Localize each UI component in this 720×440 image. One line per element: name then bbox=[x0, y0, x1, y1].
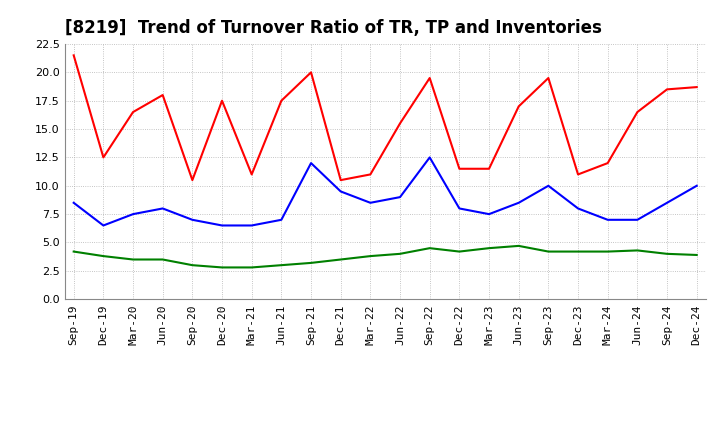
Trade Payables bbox=[633, 217, 642, 223]
Inventories bbox=[426, 246, 434, 251]
Trade Receivables bbox=[69, 53, 78, 58]
Trade Payables bbox=[248, 223, 256, 228]
Trade Payables bbox=[307, 161, 315, 166]
Inventories bbox=[544, 249, 553, 254]
Trade Payables bbox=[693, 183, 701, 188]
Trade Receivables bbox=[129, 110, 138, 115]
Trade Payables bbox=[366, 200, 374, 205]
Inventories bbox=[277, 263, 286, 268]
Inventories bbox=[693, 252, 701, 257]
Trade Receivables bbox=[485, 166, 493, 172]
Trade Receivables bbox=[633, 110, 642, 115]
Inventories bbox=[396, 251, 405, 257]
Trade Payables bbox=[574, 206, 582, 211]
Trade Receivables bbox=[396, 121, 405, 126]
Trade Receivables bbox=[574, 172, 582, 177]
Line: Trade Payables: Trade Payables bbox=[73, 158, 697, 225]
Trade Receivables bbox=[693, 84, 701, 90]
Trade Receivables bbox=[514, 104, 523, 109]
Trade Payables bbox=[426, 155, 434, 160]
Line: Inventories: Inventories bbox=[73, 246, 697, 268]
Trade Payables bbox=[336, 189, 345, 194]
Inventories bbox=[99, 253, 108, 259]
Trade Receivables bbox=[188, 177, 197, 183]
Inventories bbox=[662, 251, 671, 257]
Inventories bbox=[366, 253, 374, 259]
Trade Payables bbox=[99, 223, 108, 228]
Inventories bbox=[69, 249, 78, 254]
Trade Payables bbox=[69, 200, 78, 205]
Trade Payables bbox=[158, 206, 167, 211]
Inventories bbox=[514, 243, 523, 249]
Trade Payables bbox=[485, 212, 493, 217]
Trade Payables bbox=[662, 200, 671, 205]
Inventories bbox=[603, 249, 612, 254]
Trade Receivables bbox=[544, 75, 553, 81]
Trade Payables bbox=[603, 217, 612, 223]
Trade Payables bbox=[277, 217, 286, 223]
Trade Receivables bbox=[158, 92, 167, 98]
Trade Receivables bbox=[336, 177, 345, 183]
Trade Receivables bbox=[307, 70, 315, 75]
Inventories bbox=[217, 265, 226, 270]
Trade Receivables bbox=[99, 155, 108, 160]
Trade Receivables bbox=[455, 166, 464, 172]
Trade Payables bbox=[544, 183, 553, 188]
Trade Receivables bbox=[603, 161, 612, 166]
Inventories bbox=[455, 249, 464, 254]
Inventories bbox=[574, 249, 582, 254]
Trade Receivables bbox=[248, 172, 256, 177]
Text: [8219]  Trend of Turnover Ratio of TR, TP and Inventories: [8219] Trend of Turnover Ratio of TR, TP… bbox=[65, 19, 602, 37]
Trade Payables bbox=[514, 200, 523, 205]
Trade Payables bbox=[129, 212, 138, 217]
Trade Receivables bbox=[426, 75, 434, 81]
Trade Payables bbox=[188, 217, 197, 223]
Inventories bbox=[485, 246, 493, 251]
Inventories bbox=[307, 260, 315, 266]
Trade Receivables bbox=[662, 87, 671, 92]
Inventories bbox=[248, 265, 256, 270]
Trade Payables bbox=[396, 194, 405, 200]
Inventories bbox=[188, 263, 197, 268]
Inventories bbox=[633, 248, 642, 253]
Trade Payables bbox=[455, 206, 464, 211]
Trade Receivables bbox=[217, 98, 226, 103]
Trade Receivables bbox=[366, 172, 374, 177]
Trade Receivables bbox=[277, 98, 286, 103]
Line: Trade Receivables: Trade Receivables bbox=[73, 55, 697, 180]
Inventories bbox=[158, 257, 167, 262]
Inventories bbox=[129, 257, 138, 262]
Inventories bbox=[336, 257, 345, 262]
Trade Payables bbox=[217, 223, 226, 228]
